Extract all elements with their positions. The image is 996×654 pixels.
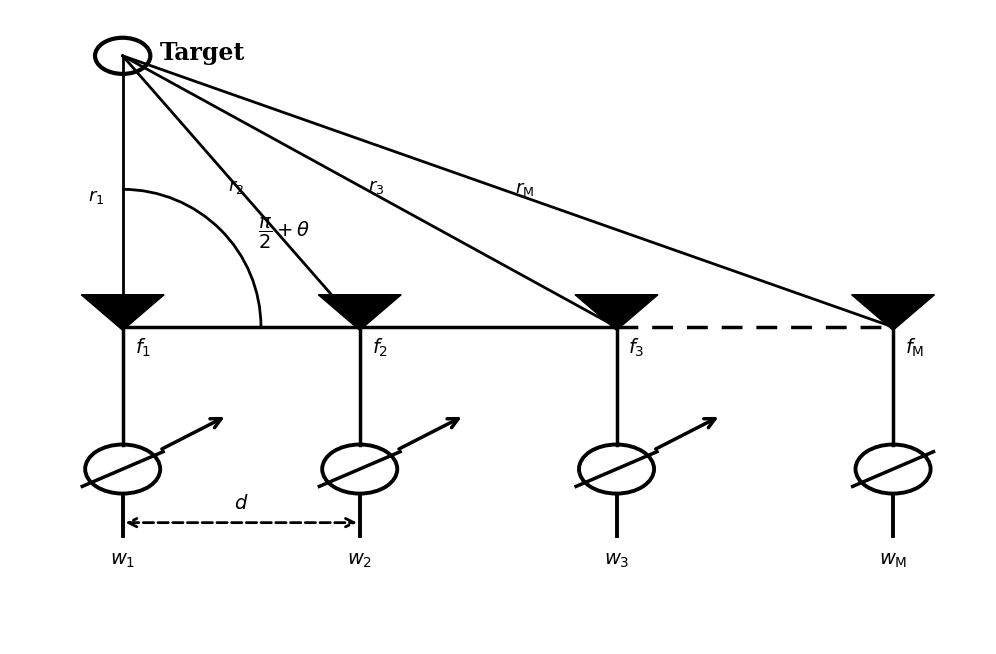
Text: $w_{\mathrm{M}}$: $w_{\mathrm{M}}$: [878, 552, 907, 570]
Polygon shape: [319, 295, 401, 330]
Text: Target: Target: [160, 41, 245, 65]
Text: $f_1$: $f_1$: [134, 337, 150, 359]
Text: $r_1$: $r_1$: [88, 188, 105, 206]
Text: $f_3$: $f_3$: [628, 337, 644, 359]
Text: $f_2$: $f_2$: [372, 337, 387, 359]
Text: $r_2$: $r_2$: [228, 178, 244, 196]
Polygon shape: [82, 295, 164, 330]
Text: $w_1$: $w_1$: [110, 552, 135, 570]
Polygon shape: [575, 295, 658, 330]
Text: $r_3$: $r_3$: [368, 178, 384, 196]
Text: $w_2$: $w_2$: [348, 552, 373, 570]
Text: $r_{\mathrm{M}}$: $r_{\mathrm{M}}$: [515, 180, 535, 198]
Text: $\dfrac{\pi}{2}+\theta$: $\dfrac{\pi}{2}+\theta$: [258, 216, 311, 251]
Polygon shape: [852, 295, 934, 330]
Text: $f_{\mathrm{M}}$: $f_{\mathrm{M}}$: [905, 337, 924, 359]
Text: $d$: $d$: [234, 494, 248, 513]
Text: $w_3$: $w_3$: [604, 552, 629, 570]
